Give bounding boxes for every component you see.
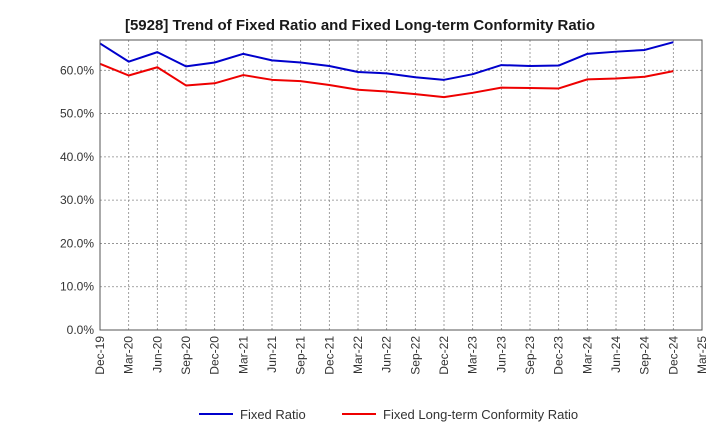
- x-tick-label: Jun-21: [265, 336, 279, 373]
- x-tick-label: Dec-19: [93, 336, 107, 375]
- x-tick-label: Mar-22: [351, 336, 365, 374]
- x-tick-label: Mar-20: [122, 336, 136, 374]
- series-group: [99, 41, 674, 99]
- y-tick-label: 30.0%: [60, 193, 94, 207]
- y-tick-label: 60.0%: [60, 63, 94, 77]
- legend-label: Fixed Ratio: [240, 407, 306, 422]
- chart-title: [5928] Trend of Fixed Ratio and Fixed Lo…: [125, 17, 595, 34]
- legend: Fixed Ratio Fixed Long-term Conformity Ra…: [199, 407, 578, 422]
- series-line-fixed-long-term-conformity-ratio: [99, 62, 674, 99]
- y-tick-label: 10.0%: [60, 280, 94, 294]
- series-line-fixed-ratio: [99, 41, 674, 81]
- grid: [100, 40, 702, 330]
- y-tick-label: 0.0%: [67, 323, 95, 337]
- x-tick-label: Mar-21: [236, 336, 250, 374]
- plot-frame: [99, 39, 703, 331]
- x-axis-ticks: Dec-19 Mar-20 Jun-20 Sep-20 Dec-20 Mar-21 Jun-…: [93, 336, 709, 375]
- x-tick-label: Dec-20: [208, 336, 222, 375]
- x-tick-label: Jun-20: [150, 336, 164, 373]
- x-tick-label: Dec-23: [552, 336, 566, 375]
- x-tick-label: Dec-22: [437, 336, 451, 375]
- y-tick-label: 50.0%: [60, 107, 94, 121]
- x-tick-label: Sep-20: [179, 336, 193, 375]
- x-tick-label: Mar-24: [580, 336, 594, 374]
- x-tick-label: Sep-22: [408, 336, 422, 375]
- y-tick-label: 40.0%: [60, 150, 94, 164]
- x-tick-label: Sep-23: [523, 336, 537, 375]
- y-axis-ticks: 0.0% 10.0% 20.0% 30.0% 40.0% 50.0% 60.0%: [60, 63, 94, 337]
- legend-label: Fixed Long-term Conformity Ratio: [383, 407, 578, 422]
- x-tick-label: Mar-25: [695, 336, 709, 374]
- x-tick-label: Sep-21: [294, 336, 308, 375]
- x-tick-label: Jun-22: [380, 336, 394, 373]
- x-tick-label: Jun-24: [609, 336, 623, 373]
- x-tick-label: Jun-23: [494, 336, 508, 373]
- x-tick-label: Mar-23: [466, 336, 480, 374]
- x-tick-label: Sep-24: [638, 336, 652, 375]
- x-tick-label: Dec-24: [666, 336, 680, 375]
- y-tick-label: 20.0%: [60, 236, 94, 250]
- x-tick-label: Dec-21: [322, 336, 336, 375]
